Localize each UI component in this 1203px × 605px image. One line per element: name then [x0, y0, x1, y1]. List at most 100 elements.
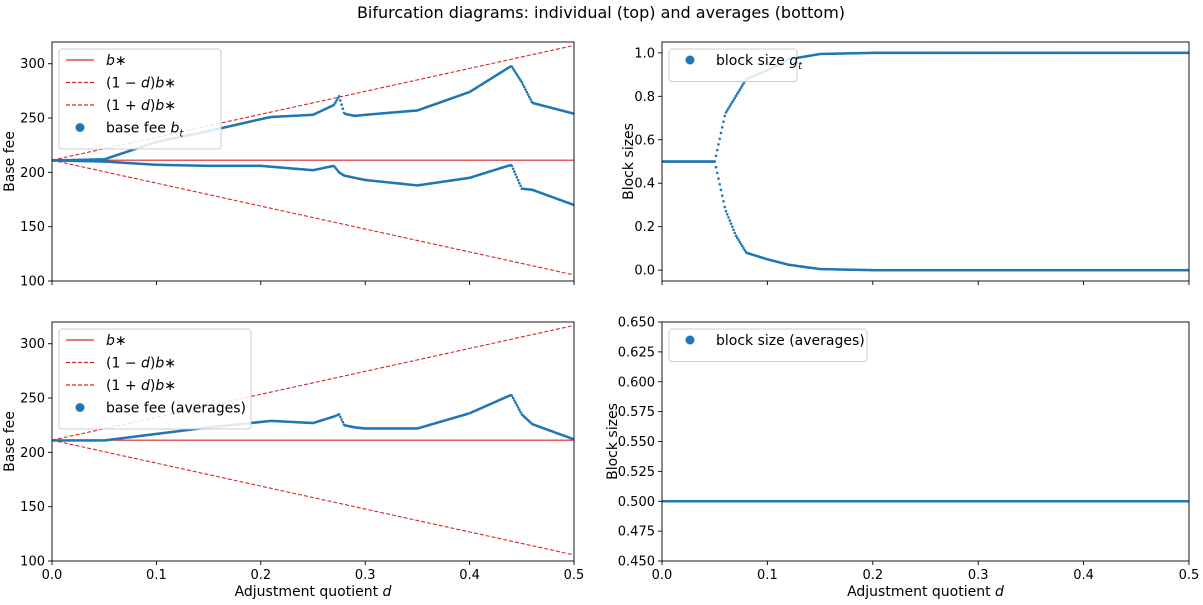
- scatter-point: [529, 98, 532, 101]
- scatter-point: [735, 236, 739, 240]
- scatter-point: [730, 225, 734, 228]
- x-tick-label: 0.0: [652, 568, 673, 583]
- scatter-point: [717, 143, 720, 146]
- scatter-point: [341, 107, 345, 111]
- scatter-point: [725, 212, 729, 216]
- scatter-point: [526, 93, 530, 96]
- x-tick-label: 0.5: [564, 568, 585, 583]
- plot-area-top-right: [662, 51, 1189, 272]
- y-tick-label: 150: [20, 220, 45, 235]
- chart-bottom-left: 0.0 0.1 0.2 0.3 0.4 0.5 100 150 200 250 300 Adjustm…: [2, 321, 585, 600]
- scatter-point: [524, 88, 527, 91]
- series-top-right-1: [662, 160, 1189, 272]
- y-tick-label: 100: [20, 555, 45, 570]
- legend-label: (1 + d)b∗: [106, 98, 176, 114]
- legend: block size (averages): [668, 328, 868, 362]
- legend-box: [58, 48, 222, 150]
- scatter-point: [510, 394, 514, 398]
- scatter-point: [734, 234, 738, 238]
- y-tick-label: 0.2: [634, 220, 655, 235]
- scatter-point: [511, 67, 515, 70]
- scatter-point: [513, 69, 516, 72]
- scatter-point: [334, 101, 337, 104]
- scatter-point: [515, 73, 519, 76]
- scatter-point: [527, 95, 531, 99]
- x-tick-label: 0.5: [1179, 568, 1200, 583]
- y-tick-label: 0.625: [618, 345, 655, 360]
- scatter-point: [513, 399, 516, 402]
- scatter-point: [715, 148, 719, 152]
- scatter-point: [516, 406, 520, 409]
- scatter-point: [723, 114, 727, 118]
- scatter-point: [525, 90, 529, 94]
- legend-label: (1 − d)b∗: [106, 76, 176, 92]
- scatter-point: [722, 120, 725, 123]
- scatter-point: [739, 86, 743, 89]
- y-tick-label: 0.6: [634, 133, 655, 148]
- scatter-point: [734, 94, 738, 98]
- y-tick-label: 0.450: [618, 555, 655, 570]
- scatter-point: [522, 85, 526, 89]
- legend: block size gt: [668, 48, 803, 82]
- y-tick-label: 1.0: [634, 46, 655, 61]
- legend-label: block size (averages): [716, 333, 865, 349]
- scatter-point: [519, 78, 522, 82]
- scatter-point: [336, 97, 340, 100]
- scatter-point: [732, 228, 735, 232]
- scatter-point: [514, 71, 517, 74]
- axes-frame: [661, 41, 1190, 282]
- x-tick-label: 0.2: [250, 568, 271, 583]
- y-tick-label: 0.550: [618, 435, 655, 450]
- scatter-point: [519, 410, 522, 414]
- scatter-point: [514, 401, 517, 405]
- ref-line-lower: [52, 439, 574, 556]
- scatter-point: [520, 80, 524, 84]
- scatter-point: [729, 102, 733, 106]
- y-tick-label: 300: [20, 337, 45, 352]
- scatter-point: [513, 170, 516, 173]
- axes-frame: [51, 321, 575, 562]
- ref-line-upper: [52, 44, 574, 161]
- scatter-point: [742, 246, 745, 250]
- scatter-point: [340, 103, 343, 106]
- x-tick-label: 0.1: [757, 568, 778, 583]
- y-axis-label: Base fee: [2, 411, 18, 472]
- scatter-point: [720, 194, 724, 197]
- x-tick-label: 0.0: [42, 568, 63, 583]
- y-tick-label: 0.4: [634, 177, 655, 192]
- y-tick-label: 0.475: [618, 525, 655, 540]
- scatter-point: [519, 184, 522, 188]
- scatter-point: [339, 415, 342, 419]
- scatter-point: [743, 248, 747, 252]
- x-tick-label: 0.3: [968, 568, 989, 583]
- scatter-point: [733, 96, 737, 100]
- scatter-point: [515, 403, 519, 407]
- scatter-point: [714, 165, 718, 169]
- scatter-point: [518, 181, 521, 185]
- x-tick-label: 0.1: [146, 568, 167, 583]
- scatter-point: [516, 178, 520, 182]
- legend: b∗ (1 − d)b∗ (1 + d)b∗ base fee bt: [58, 48, 222, 150]
- x-tick-label: 0.2: [862, 568, 883, 583]
- x-tick-label: 0.3: [355, 568, 376, 583]
- scatter-point: [730, 100, 734, 104]
- scatter-point: [725, 109, 729, 112]
- scatter-point: [727, 216, 730, 219]
- scatter-point: [516, 75, 520, 78]
- scatter-point: [724, 111, 728, 114]
- legend-handle-marker: [75, 123, 85, 132]
- y-tick-label: 0.600: [618, 375, 655, 390]
- scatter-point: [332, 103, 336, 106]
- scatter-point: [732, 98, 735, 102]
- legend-box: [668, 48, 798, 82]
- scatter-point: [340, 418, 343, 421]
- scatter-point: [715, 171, 719, 175]
- y-tick-label: 200: [20, 446, 45, 461]
- scatter-point: [741, 84, 744, 87]
- y-tick-label: 0.500: [618, 495, 655, 510]
- scatter-point: [335, 99, 338, 102]
- y-tick-label: 250: [20, 112, 45, 127]
- y-tick-label: 100: [20, 275, 45, 290]
- scatter-point: [713, 160, 716, 163]
- legend-label: (1 + d)b∗: [106, 378, 176, 394]
